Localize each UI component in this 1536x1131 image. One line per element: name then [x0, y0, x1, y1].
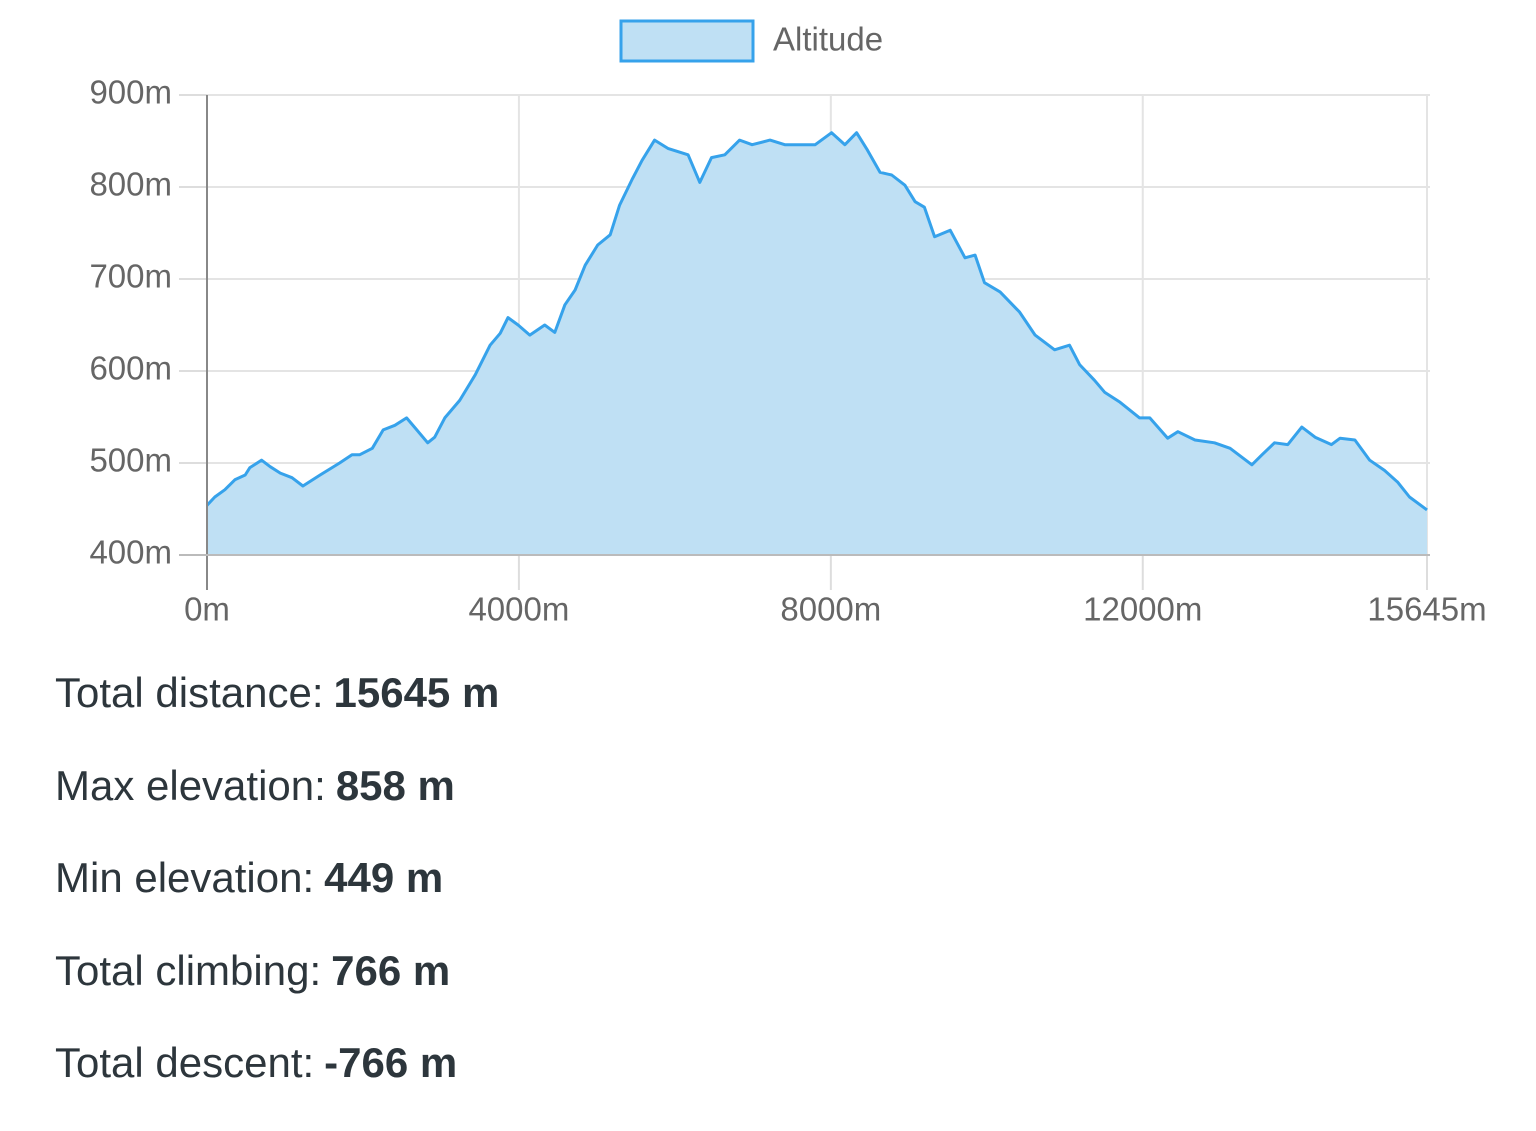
line: [205, 131, 1428, 512]
stat-value: 449 m: [324, 854, 444, 901]
stat-value: 766 m: [331, 946, 451, 994]
x-tick-label: 8000m: [780, 591, 881, 628]
stat-value: -766 m: [324, 1039, 458, 1086]
stat-label: Min elevation:: [55, 854, 315, 901]
stat-row: Total climbing: 766 m: [55, 946, 499, 1039]
stat-label: Total descent:: [55, 1039, 315, 1086]
stat-value: 15645 m: [333, 669, 500, 716]
x-tick-label: 4000m: [468, 591, 569, 628]
stat-row: Max elevation: 858 m: [55, 761, 499, 854]
area: [207, 132, 1427, 555]
stat-label: Max elevation:: [55, 761, 326, 809]
stats: Total distance: 15645 m Max elevation: 858 …: [55, 668, 499, 1131]
x-tick-label: 0m: [184, 591, 230, 628]
legend-label: Altitude: [773, 21, 883, 58]
x-tick-label: 15645m: [1367, 591, 1486, 628]
y-tick-label: 600m: [89, 350, 172, 387]
y-tick-label: 900m: [89, 74, 172, 111]
stat-row: Total distance: 15645 m: [55, 668, 499, 761]
stat-row: Min elevation: 449 m: [55, 853, 499, 946]
stat-row: Total descent: -766 m: [55, 1038, 499, 1131]
y-tick-label: 800m: [89, 166, 172, 203]
legend-swatch: [619, 19, 755, 63]
y-tick-label: 400m: [89, 534, 172, 571]
chart: Altitude 400m 500m 600m 700m 800m 900m 0m 4000m…: [89, 19, 1487, 628]
stat-label: Total distance:: [55, 669, 324, 716]
y-tick-label: 700m: [89, 258, 172, 295]
stat-value: 858 m: [335, 761, 455, 809]
page: Altitude 400m 500m 600m 700m 800m 900m 0m 4000m…: [55, 19, 1487, 1086]
y-tick-label: 500m: [89, 442, 172, 479]
x-tick-label: 12000m: [1083, 591, 1202, 628]
stat-label: Total climbing:: [55, 946, 322, 994]
